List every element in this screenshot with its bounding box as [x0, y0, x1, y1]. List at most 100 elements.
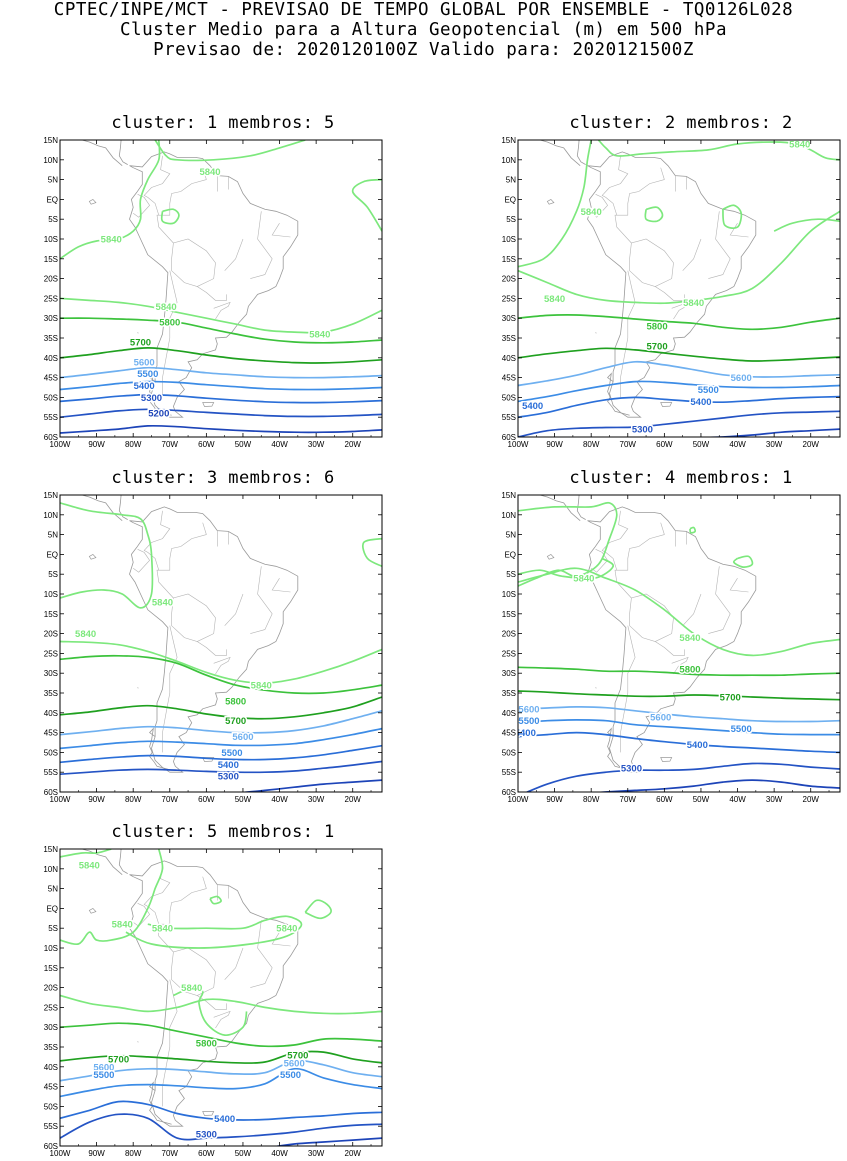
lat-label: 15S — [44, 255, 58, 264]
lon-label: 40W — [729, 440, 746, 449]
contour-line — [60, 696, 382, 720]
continent-outline — [129, 506, 299, 773]
lat-label: 20S — [44, 275, 58, 284]
country-border — [162, 979, 178, 1107]
contour-line — [60, 317, 382, 344]
country-border — [162, 270, 178, 398]
contour-label: 5200 — [148, 409, 169, 420]
contour-line — [154, 140, 306, 162]
lat-label: 10S — [502, 235, 516, 244]
contour-label: 5500 — [698, 385, 719, 396]
plot-frame — [59, 848, 383, 1147]
lat-label: 5S — [48, 570, 58, 579]
contour-line — [60, 760, 382, 776]
country-border — [162, 625, 178, 753]
lat-label: 20S — [502, 275, 516, 284]
contour-label: 5840 — [181, 983, 202, 994]
lat-label: 55S — [502, 413, 516, 422]
contour-line — [361, 537, 382, 568]
contour-label: 5400 — [218, 760, 239, 771]
contour-line — [304, 899, 332, 920]
contour-line — [518, 140, 593, 268]
contour-line — [60, 297, 382, 334]
contour-line — [525, 762, 840, 792]
lat-label: 15S — [44, 610, 58, 619]
island — [660, 402, 673, 407]
lon-label: 40W — [729, 795, 746, 804]
country-border — [271, 932, 291, 947]
lat-label: 35S — [502, 689, 516, 698]
coastline-segment — [81, 140, 123, 167]
contour-label: 5840 — [251, 681, 272, 692]
contour-line — [592, 779, 840, 792]
lon-label: 60W — [198, 440, 215, 449]
island — [88, 553, 97, 560]
contour-label: 5500 — [731, 724, 752, 735]
lon-label: 50W — [693, 795, 710, 804]
lat-label: 50S — [44, 748, 58, 757]
lat-label: 10N — [501, 511, 516, 520]
contour-label: 5300 — [196, 1130, 217, 1141]
contour-line — [518, 380, 840, 403]
contour-line — [518, 210, 840, 305]
contour-label: 5840 — [544, 294, 565, 305]
lon-label: 80W — [125, 1149, 142, 1158]
island — [202, 1111, 215, 1116]
contour-label: 5600 — [134, 357, 155, 368]
country-border — [224, 947, 244, 980]
map-panel-4: 5840584058005700560056005500550054005400… — [501, 491, 841, 804]
lat-label: 55S — [502, 768, 516, 777]
lat-label: 35S — [44, 689, 58, 698]
contour-line — [173, 986, 248, 1036]
contour-line — [60, 347, 382, 364]
contour-line — [60, 502, 154, 609]
contour-line — [209, 895, 222, 905]
coastline-segment — [607, 372, 630, 416]
lat-label: 15N — [501, 491, 516, 500]
contour-label: 5700 — [225, 716, 246, 727]
island — [88, 907, 97, 914]
contour-label: 5840 — [581, 207, 602, 218]
country-border — [171, 238, 216, 287]
lat-label: EQ — [504, 195, 516, 204]
contour-line — [518, 410, 840, 437]
country-border — [614, 534, 665, 599]
contour-label: 5300 — [632, 425, 653, 436]
lat-label: 60S — [502, 788, 516, 797]
country-border — [708, 211, 731, 279]
contour-line — [60, 424, 382, 434]
contour-label: 5300 — [141, 393, 162, 404]
lat-label: 10N — [501, 156, 516, 165]
contour-label: 5400 — [134, 381, 155, 392]
lon-label: 100W — [50, 795, 71, 804]
contour-label: 5400 — [687, 740, 708, 751]
contour-label: 5840 — [75, 629, 96, 640]
country-border — [197, 286, 227, 301]
contour-line — [60, 393, 382, 404]
lat-label: 10S — [44, 590, 58, 599]
lon-label: 100W — [508, 795, 529, 804]
lat-label: 5N — [506, 531, 516, 540]
contour-label: 5400 — [522, 401, 543, 412]
coastline-segment — [576, 140, 586, 165]
plot-background — [60, 140, 382, 437]
lon-label: 70W — [162, 795, 179, 804]
lon-label: 90W — [88, 1149, 105, 1158]
contour-label: 5840 — [101, 235, 122, 246]
coastline-segment — [539, 495, 581, 522]
contour-line — [60, 994, 382, 1015]
lat-label: 45S — [44, 374, 58, 383]
lat-label: 25S — [502, 294, 516, 303]
country-border — [629, 238, 674, 287]
lat-label: 40S — [44, 709, 58, 718]
lat-label: 50S — [44, 1102, 58, 1111]
lon-label: 40W — [271, 795, 288, 804]
country-border — [171, 947, 216, 996]
lat-label: 15N — [501, 136, 516, 145]
lon-label: 70W — [162, 440, 179, 449]
lat-label: 40S — [502, 354, 516, 363]
lon-label: 30W — [308, 795, 325, 804]
country-border — [271, 578, 291, 593]
lat-label: 35S — [44, 1043, 58, 1052]
map-panel-2: 5840584058405840580057005600550054005400… — [501, 136, 841, 449]
